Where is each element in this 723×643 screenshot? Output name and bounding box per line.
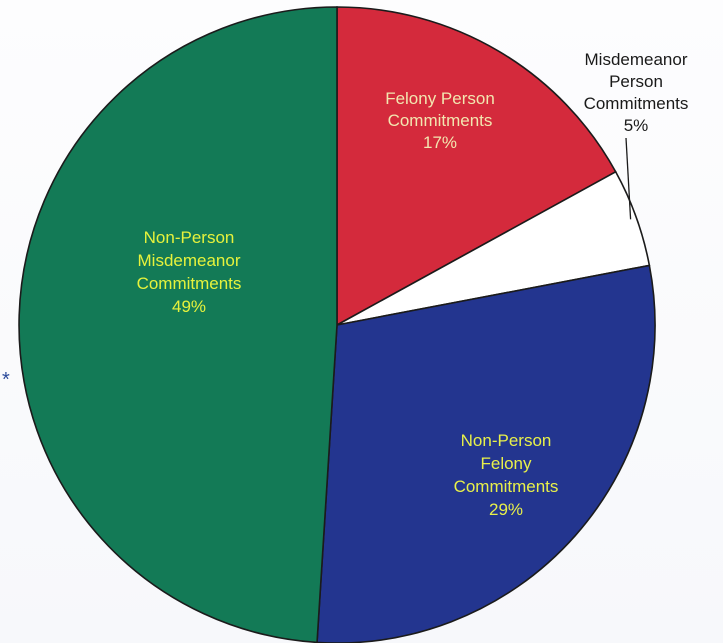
label-line: 17% — [423, 133, 457, 152]
label-line: Misdemeanor — [138, 251, 241, 270]
label-line: Commitments — [388, 111, 493, 130]
label-line: Commitments — [454, 477, 559, 496]
label-line: Non-Person — [461, 431, 552, 450]
label-line: 5% — [624, 116, 649, 135]
label-line: Felony — [480, 454, 532, 473]
label-misdemeanor-person: Misdemeanor Person Commitments 5% — [584, 50, 689, 135]
slice-felony-person — [336, 6, 617, 327]
label-line: 29% — [489, 500, 523, 519]
slice-non-person-misdemeanor — [18, 6, 338, 643]
label-line: Misdemeanor — [585, 50, 688, 69]
label-non-person-felony: Non-Person Felony Commitments 29% — [454, 431, 559, 519]
slice-non-person-felony — [316, 264, 656, 643]
slice-labels: Felony Person Commitments 17% Misdemeanor Pe… — [137, 50, 689, 519]
label-line: Felony Person — [385, 89, 495, 108]
label-line: 49% — [172, 297, 206, 316]
pie-slices — [18, 6, 656, 643]
footnote-asterisk: * — [2, 369, 10, 391]
label-line: Person — [609, 72, 663, 91]
label-line: Commitments — [584, 94, 689, 113]
label-line: Commitments — [137, 274, 242, 293]
label-felony-person: Felony Person Commitments 17% — [385, 89, 495, 152]
label-non-person-misdemeanor: Non-Person Misdemeanor Commitments 49% — [137, 228, 242, 316]
leader-lines — [625, 137, 632, 220]
leader-line-misdemeanor-person — [625, 137, 632, 220]
label-line: Non-Person — [144, 228, 235, 247]
